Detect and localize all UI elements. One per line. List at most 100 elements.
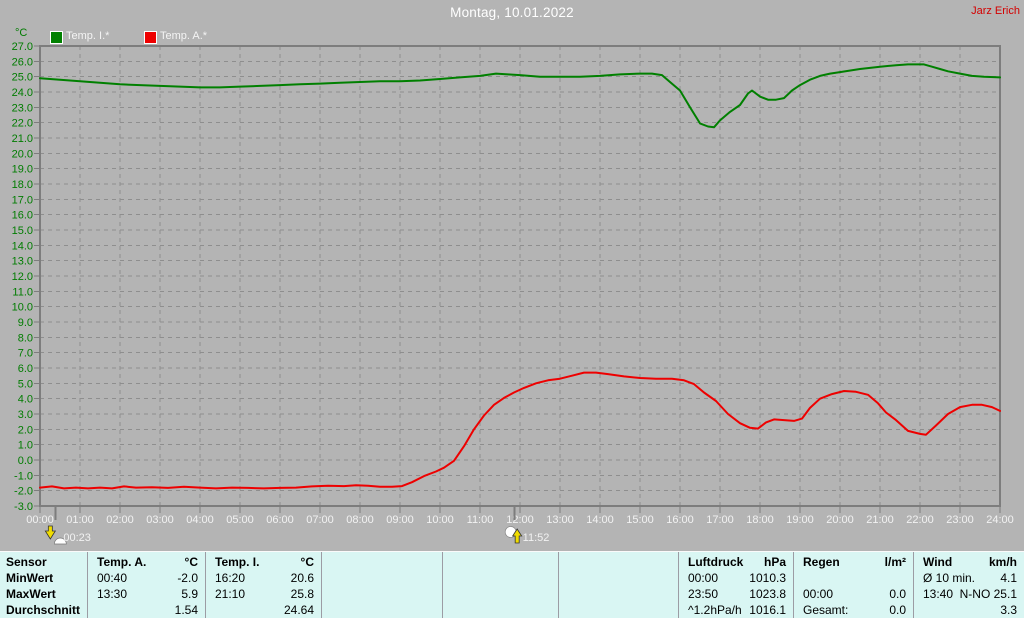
- table-cell: [322, 586, 442, 602]
- x-axis-tick-label: 19:00: [786, 514, 814, 526]
- cell-text-right: 5.9: [181, 587, 198, 601]
- x-axis-tick-label: 08:00: [346, 514, 374, 526]
- y-axis-tick-label: 15.0: [12, 225, 33, 237]
- cell-text-left: Sensor: [6, 555, 47, 569]
- table-cell: 23:50 1023.8: [679, 586, 793, 602]
- cell-text-right: °C: [300, 555, 314, 569]
- cell-text-left: Luftdruck: [688, 555, 744, 569]
- y-axis-tick-label: -1.0: [14, 470, 33, 482]
- table-cell: [322, 602, 442, 618]
- cell-text-right: 24.64: [283, 603, 314, 617]
- cell-text-right: 20.6: [290, 571, 314, 585]
- cell-text-left: 23:50: [688, 587, 719, 601]
- table-cell: Ø 10 min. 4.1: [914, 570, 1024, 586]
- x-axis-tick-label: 05:00: [226, 514, 254, 526]
- table-column-regen: Regen l/m² 00:00 0.0 Gesamt: 0.0: [794, 552, 914, 618]
- astro-marker: 11:52: [504, 507, 549, 544]
- cell-text-right: hPa: [763, 555, 786, 569]
- table-cell: 21:10 25.8: [206, 586, 321, 602]
- x-axis-tick-label: 00:00: [26, 514, 54, 526]
- cell-text-right: N-NO 25.1: [959, 587, 1017, 601]
- table-cell: [559, 602, 678, 618]
- table-cell: [443, 586, 558, 602]
- y-axis-tick-label: 20.0: [12, 148, 33, 160]
- y-axis-tick-label: 2.0: [18, 424, 33, 436]
- y-axis-tick-label: 12.0: [12, 271, 33, 283]
- table-cell: 13:40 N-NO 25.1: [914, 586, 1024, 602]
- x-axis-tick-label: 10:00: [426, 514, 454, 526]
- cell-text-left: MaxWert: [6, 587, 56, 601]
- cell-text-right: 0.0: [889, 587, 906, 601]
- y-axis-tick-label: 9.0: [18, 317, 33, 329]
- cell-text-left: 16:20: [215, 571, 246, 585]
- astro-marker: 00:23: [44, 507, 91, 545]
- y-axis-tick-label: 24.0: [12, 87, 33, 99]
- table-column-luftdruck: Luftdruck hPa 00:00 1010.3 23:50 1023.8 ^1.2hP…: [679, 552, 794, 618]
- cell-text-left: 21:10: [215, 587, 246, 601]
- x-axis-tick-label: 23:00: [946, 514, 974, 526]
- y-axis-unit-label: °C: [15, 27, 28, 39]
- table-column-empty-1: [322, 552, 443, 618]
- table-cell: Gesamt: 0.0: [794, 602, 913, 618]
- x-axis-tick-label: 20:00: [826, 514, 854, 526]
- y-axis-tick-label: 4.0: [18, 394, 33, 406]
- y-axis-tick-label: 1.0: [18, 440, 33, 452]
- table-column-temp-a: Temp. A. °C 00:40 -2.0 13:30 5.9 1.54: [88, 552, 206, 618]
- table-cell: 3.3: [914, 602, 1024, 618]
- y-axis-tick-label: 11.0: [12, 286, 33, 298]
- y-axis-tick-label: 25.0: [12, 72, 33, 84]
- x-axis-tick-label: 02:00: [106, 514, 134, 526]
- x-axis-tick-label: 11:00: [467, 514, 494, 526]
- cell-text-right: 3.3: [1000, 603, 1017, 617]
- y-axis-tick-label: 6.0: [18, 363, 33, 375]
- table-column-sensor: Sensor MinWert MaxWert Durchschnitt: [0, 552, 88, 618]
- table-cell: [443, 602, 558, 618]
- cell-text-left: 00:00: [688, 571, 719, 585]
- cell-text-left: MinWert: [6, 571, 54, 585]
- temp-i-legend-swatch: [50, 31, 63, 44]
- moonrise-icon: [504, 526, 523, 544]
- cell-text-left: Temp. I.: [215, 555, 260, 569]
- y-axis-tick-label: 8.0: [18, 332, 33, 344]
- table-column-wind: Wind km/h Ø 10 min. 4.1 13:40 N-NO 25.1 3.3: [914, 552, 1024, 618]
- table-cell: 24.64: [206, 602, 321, 618]
- x-axis-tick-label: 09:00: [386, 514, 414, 526]
- cell-text-right: km/h: [988, 555, 1017, 569]
- table-header-cell: Luftdruck hPa: [679, 554, 793, 570]
- y-axis-tick-label: 14.0: [12, 240, 33, 252]
- x-axis-tick-label: 15:00: [626, 514, 654, 526]
- cell-text-left: 13:40: [923, 587, 954, 601]
- y-axis-tick-label: -2.0: [14, 486, 33, 498]
- y-axis-tick-label: 27.0: [12, 41, 33, 53]
- table-header-cell: [443, 554, 558, 570]
- x-axis-tick-label: 22:00: [906, 514, 934, 526]
- y-axis-tick-label: 18.0: [12, 179, 33, 191]
- y-axis-tick-label: 3.0: [18, 409, 33, 421]
- x-axis-tick-label: 18:00: [746, 514, 774, 526]
- table-cell: MinWert: [0, 570, 87, 586]
- table-cell: 00:40 -2.0: [88, 570, 205, 586]
- table-cell: MaxWert: [0, 586, 87, 602]
- x-axis-tick-label: 17:00: [706, 514, 734, 526]
- cell-text-left: Regen: [803, 555, 840, 569]
- x-axis-tick-label: 14:00: [586, 514, 614, 526]
- y-axis-tick-label: 16.0: [12, 210, 33, 222]
- table-cell: 00:00 1010.3: [679, 570, 793, 586]
- table-cell: [443, 570, 558, 586]
- x-axis-tick-label: 12:00: [506, 514, 534, 526]
- cell-text-left: Gesamt:: [803, 603, 849, 617]
- x-axis-tick-label: 03:00: [146, 514, 174, 526]
- table-cell: ^1.2hPa/h 1016.1: [679, 602, 793, 618]
- temp-a-series-line: [39, 371, 1001, 490]
- cell-text-left: Temp. A.: [97, 555, 147, 569]
- y-axis-tick-label: 13.0: [12, 256, 33, 268]
- table-header-cell: Temp. A. °C: [88, 554, 205, 570]
- cell-text-left: Durchschnitt: [6, 603, 81, 617]
- y-axis-tick-label: 26.0: [12, 56, 33, 68]
- table-column-empty-3: [559, 552, 679, 618]
- x-axis-tick-label: 21:00: [866, 514, 894, 526]
- cell-text-left: Ø 10 min.: [923, 571, 976, 585]
- cell-text-right: -2.0: [177, 571, 198, 585]
- cell-text-right: 1016.1: [749, 603, 786, 617]
